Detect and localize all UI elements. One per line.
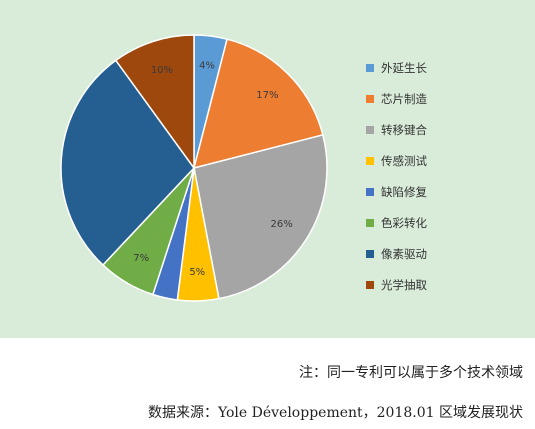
legend-item-7: 像素驱动 <box>366 238 526 269</box>
data-label-4: 5% <box>189 267 205 278</box>
notes: 注：同一专利可以属于多个技术领域 数据来源：Yole Développement… <box>0 338 535 429</box>
legend-label: 传感测试 <box>381 153 427 168</box>
legend-label: 外延生长 <box>381 60 427 75</box>
legend-swatch <box>366 249 374 258</box>
source-note: 数据来源：Yole Développement，2018.01 区域发展现状 <box>147 405 523 421</box>
data-label-8: 10% <box>151 65 173 76</box>
legend-item-3: 转移键合 <box>366 114 526 145</box>
legend-item-8: 光学抽取 <box>366 269 526 300</box>
legend-label: 光学抽取 <box>381 277 427 292</box>
pie-slice-8 <box>114 34 195 171</box>
pie-chart: 4% 17% 26% 5% 7% 10% <box>60 34 328 302</box>
legend-item-5: 缺陷修复 <box>366 176 526 207</box>
data-label-6: 7% <box>133 253 149 264</box>
legend-swatch <box>366 218 374 227</box>
legend-item-2: 芯片制造 <box>366 83 526 114</box>
legend-label: 像素驱动 <box>381 246 427 261</box>
legend-item-1: 外延生长 <box>366 52 526 83</box>
legend-swatch <box>366 156 374 165</box>
legend-swatch <box>366 125 374 134</box>
legend-label: 色彩转化 <box>381 215 427 230</box>
data-label-2: 17% <box>256 90 278 101</box>
pie-slice-3 <box>193 134 328 300</box>
legend-swatch <box>366 280 374 289</box>
chart-panel: 4% 17% 26% 5% 7% 10% 外延生长芯片制造转移键合传感测试缺陷修复色彩转化… <box>0 0 535 338</box>
legend: 外延生长芯片制造转移键合传感测试缺陷修复色彩转化像素驱动光学抽取 <box>366 52 526 300</box>
pie-slice-7 <box>60 59 195 267</box>
legend-label: 转移键合 <box>381 122 427 137</box>
legend-swatch <box>366 94 374 103</box>
data-label-3: 26% <box>270 219 292 230</box>
pie-slice-2 <box>192 38 324 170</box>
legend-swatch <box>366 187 374 196</box>
legend-label: 缺陷修复 <box>381 184 427 199</box>
legend-swatch <box>366 63 374 72</box>
legend-label: 芯片制造 <box>381 91 427 106</box>
legend-item-6: 色彩转化 <box>366 207 526 238</box>
footnote: 注：同一专利可以属于多个技术领域 <box>299 365 523 381</box>
data-label-1: 4% <box>199 61 215 72</box>
legend-item-4: 传感测试 <box>366 145 526 176</box>
